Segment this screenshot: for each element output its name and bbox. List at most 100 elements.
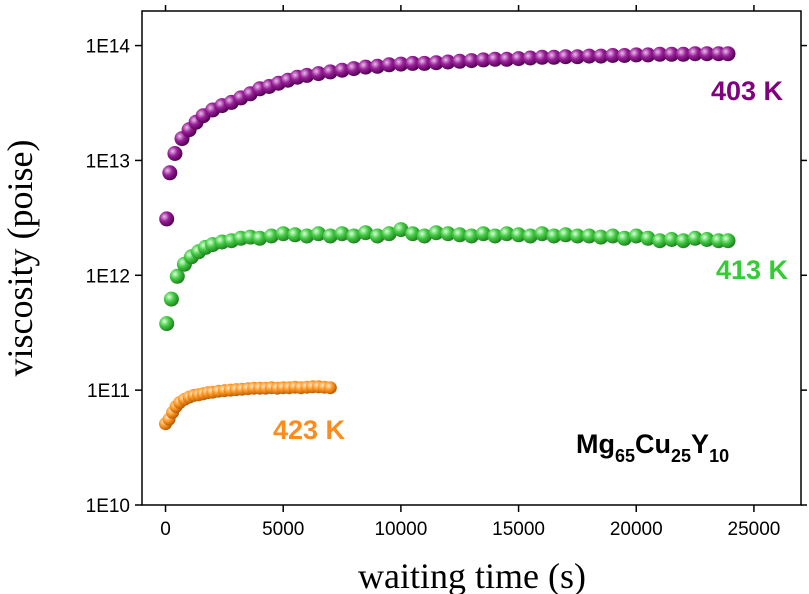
data-point [720,46,736,62]
data-point [675,233,691,249]
data-point [581,228,597,244]
data-point [534,49,550,65]
x-tick-label: 0 [160,519,171,540]
data-point [487,228,503,244]
data-point [511,51,527,67]
x-tick-label: 20000 [610,519,663,540]
data-point [699,232,715,247]
series-label-403k: 403 K [711,76,784,106]
data-point [358,59,374,75]
data-point [617,230,632,246]
data-point [381,226,397,242]
data-point [534,226,550,242]
data-point [452,227,468,243]
data-point [628,47,644,63]
y-tick-label: 1E13 [86,151,130,172]
data-point [322,228,338,244]
data-point [605,48,621,63]
data-point [720,233,736,249]
data-point [475,226,491,242]
data-point [167,146,183,161]
data-point [159,211,175,227]
data-point [369,228,385,244]
data-point [159,316,175,332]
data-point [311,66,326,82]
data-point [162,165,178,181]
data-point [617,48,632,63]
data-point [511,227,527,243]
data-point [369,58,385,74]
data-point [346,228,362,244]
series-413k [159,222,736,332]
data-point [546,49,562,65]
data-point [311,226,326,242]
x-tick-label: 5000 [262,519,304,540]
data-point [475,52,491,68]
x-axis-title: waiting time (s) [358,556,586,594]
y-tick-label: 1E14 [86,37,131,58]
data-point [522,228,538,244]
x-tick-label: 15000 [492,519,545,540]
data-point [593,229,609,245]
data-point [405,226,421,242]
data-point [334,226,350,242]
y-tick-label: 1E10 [86,496,130,517]
data-point [169,268,185,284]
data-point [487,51,503,67]
data-point [440,54,456,70]
data-point [428,225,444,241]
data-point [687,46,703,62]
data-point [464,53,479,69]
data-point [581,48,597,64]
series-label-423k: 423 K [273,415,346,445]
data-point [546,228,562,244]
y-tick-label: 1E11 [87,381,130,402]
alloy-y: Y [691,429,709,459]
data-point [593,48,609,64]
data-point [252,230,268,246]
data-point [652,233,668,249]
data-point [393,56,409,72]
data-point [416,55,432,71]
data-point [652,46,668,62]
data-point [275,226,291,242]
data-point [452,53,468,69]
data-point [381,57,397,73]
data-point [287,227,303,243]
data-point [605,228,621,244]
data-point [358,225,374,241]
data-point [664,46,680,62]
alloy-mg: Mg [576,429,615,459]
series-423k [159,380,337,431]
data-point [640,230,656,246]
data-point [346,61,362,77]
plot-frame [141,10,802,506]
alloy-y-sub: 10 [709,446,729,466]
data-point [464,228,479,244]
data-point [687,230,703,246]
data-point [299,228,315,244]
data-point [163,291,179,307]
data-point [405,55,421,71]
alloy-composition-label: Mg65Cu25Y10 [576,429,729,466]
data-point [558,49,574,65]
data-point [569,49,585,65]
data-point [499,51,515,67]
data-point [628,228,644,244]
data-point [569,228,585,244]
data-point [393,222,409,238]
y-axis-title: viscosity (poise) [0,140,40,377]
series-label-413k: 413 K [716,255,789,285]
data-point [699,46,715,62]
series-layer [159,46,736,431]
alloy-cu-sub: 25 [671,446,691,466]
y-tick-label: 1E12 [86,266,130,287]
data-point [558,227,574,243]
data-point [263,228,279,244]
data-point [499,226,515,242]
data-point [440,226,456,242]
alloy-cu: Cu [635,429,671,459]
data-point [640,47,656,63]
x-tick-label: 10000 [374,519,427,540]
